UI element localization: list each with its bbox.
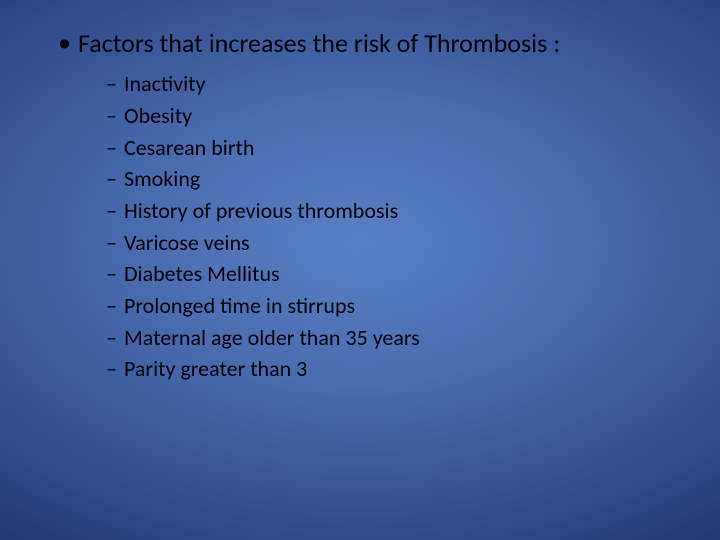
list-item-text: Cesarean birth — [124, 133, 254, 163]
list-item: – Smoking — [106, 164, 680, 194]
list-item-text: Parity greater than 3 — [124, 354, 307, 384]
dash-icon: – — [106, 164, 124, 194]
dash-icon: – — [106, 323, 124, 353]
list-item: – Obesity — [106, 101, 680, 131]
dash-icon: – — [106, 196, 124, 226]
list-item: – Diabetes Mellitus — [106, 259, 680, 289]
list-item-text: Inactivity — [124, 69, 206, 99]
sub-bullet-list: – Inactivity – Obesity – Cesarean birth … — [106, 69, 680, 384]
list-item: – Parity greater than 3 — [106, 354, 680, 384]
list-item: – History of previous thrombosis — [106, 196, 680, 226]
list-item: – Inactivity — [106, 69, 680, 99]
dash-icon: – — [106, 228, 124, 258]
dash-icon: – — [106, 101, 124, 131]
list-item-text: Varicose veins — [124, 228, 250, 258]
dash-icon: – — [106, 69, 124, 99]
main-bullet-text: Factors that increases the risk of Throm… — [78, 28, 560, 59]
list-item-text: Obesity — [124, 101, 192, 131]
list-item-text: History of previous thrombosis — [124, 196, 398, 226]
list-item-text: Smoking — [124, 164, 200, 194]
list-item: – Maternal age older than 35 years — [106, 323, 680, 353]
dash-icon: – — [106, 259, 124, 289]
bullet-icon: • — [58, 28, 78, 57]
dash-icon: – — [106, 133, 124, 163]
dash-icon: – — [106, 291, 124, 321]
list-item: – Cesarean birth — [106, 133, 680, 163]
list-item-text: Maternal age older than 35 years — [124, 323, 420, 353]
list-item: – Varicose veins — [106, 228, 680, 258]
dash-icon: – — [106, 354, 124, 384]
list-item: – Prolonged time in stirrups — [106, 291, 680, 321]
list-item-text: Prolonged time in stirrups — [124, 291, 355, 321]
slide: • Factors that increases the risk of Thr… — [0, 0, 720, 540]
list-item-text: Diabetes Mellitus — [124, 259, 280, 289]
main-bullet-item: • Factors that increases the risk of Thr… — [58, 28, 680, 59]
